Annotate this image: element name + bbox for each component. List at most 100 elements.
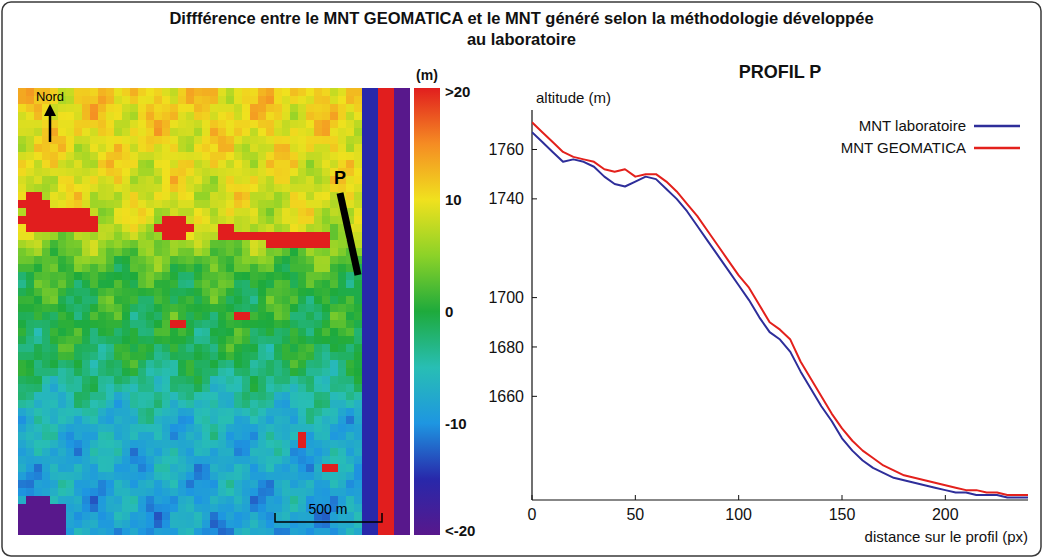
raster-cell: [98, 136, 107, 145]
raster-cell: [386, 200, 395, 209]
raster-cell: [258, 336, 267, 345]
raster-cell: [194, 232, 203, 241]
raster-cell: [74, 136, 83, 145]
raster-cell: [250, 112, 259, 121]
raster-cell: [178, 328, 187, 337]
raster-cell: [402, 400, 410, 409]
raster-cell: [362, 128, 371, 137]
raster-cell: [234, 368, 243, 377]
raster-cell: [114, 144, 123, 153]
raster-cell: [210, 88, 219, 97]
raster-cell: [290, 96, 299, 105]
raster-cell: [82, 88, 91, 97]
raster-cell: [282, 104, 291, 113]
raster-cell: [122, 408, 131, 417]
raster-cell: [362, 232, 371, 241]
raster-cell: [370, 304, 379, 313]
raster-cell: [114, 112, 123, 121]
raster-cell: [306, 144, 315, 153]
raster-cell: [402, 280, 410, 289]
raster-cell: [338, 248, 347, 257]
raster-cell: [330, 304, 339, 313]
raster-cell: [186, 376, 195, 385]
raster-cell: [314, 120, 323, 129]
raster-cell: [250, 160, 259, 169]
raster-cell: [386, 152, 395, 161]
raster-cell: [330, 256, 339, 265]
raster-cell: [34, 168, 43, 177]
raster-cell: [210, 184, 219, 193]
raster-cell: [258, 184, 267, 193]
raster-cell: [82, 352, 91, 361]
raster-cell: [178, 160, 187, 169]
raster-cell: [258, 136, 267, 145]
raster-cell: [170, 384, 179, 393]
raster-cell: [122, 168, 131, 177]
raster-cell: [370, 360, 379, 369]
raster-cell: [194, 392, 203, 401]
raster-cell: [338, 232, 347, 241]
raster-cell: [250, 88, 259, 97]
raster-cell: [330, 360, 339, 369]
raster-cell: [90, 272, 99, 281]
raster-cell: [18, 184, 27, 193]
raster-cell: [362, 288, 371, 297]
raster-cell: [242, 328, 251, 337]
raster-cell: [322, 176, 331, 185]
raster-cell: [66, 160, 75, 169]
raster-cell: [386, 328, 395, 337]
raster-cell: [218, 336, 227, 345]
raster-cell: [402, 96, 410, 105]
raster-cell: [290, 272, 299, 281]
raster-cell: [50, 376, 59, 385]
raster-cell: [346, 104, 355, 113]
raster-cell: [66, 304, 75, 313]
raster-cell: [50, 280, 59, 289]
raster-cell: [34, 128, 43, 137]
raster-cell: [306, 288, 315, 297]
raster-cell: [154, 112, 163, 121]
raster-cell: [250, 192, 259, 201]
raster-cell: [298, 312, 307, 321]
raster-cell: [290, 112, 299, 121]
raster-cell: [154, 216, 163, 225]
raster-cell: [138, 304, 147, 313]
raster-cell: [74, 152, 83, 161]
raster-cell: [74, 408, 83, 417]
raster-cell: [42, 320, 51, 329]
raster-cell: [18, 400, 27, 409]
raster-cell: [138, 176, 147, 185]
raster-cell: [138, 240, 147, 249]
raster-cell: [298, 344, 307, 353]
raster-cell: [314, 144, 323, 153]
raster-cell: [122, 120, 131, 129]
raster-cell: [122, 104, 131, 113]
raster-cell: [266, 232, 275, 241]
raster-cell: [122, 232, 131, 241]
raster-cell: [50, 384, 59, 393]
raster-cell: [234, 352, 243, 361]
raster-cell: [218, 360, 227, 369]
raster-cell: [178, 136, 187, 145]
raster-cell: [122, 256, 131, 265]
raster-cell: [314, 176, 323, 185]
raster-cell: [58, 272, 67, 281]
raster-cell: [170, 312, 179, 321]
raster-cell: [282, 216, 291, 225]
raster-cell: [274, 296, 283, 305]
raster-cell: [50, 352, 59, 361]
raster-cell: [186, 136, 195, 145]
raster-cell: [170, 336, 179, 345]
raster-cell: [170, 136, 179, 145]
raster-cell: [234, 336, 243, 345]
raster-cell: [18, 168, 27, 177]
raster-cell: [322, 168, 331, 177]
raster-cell: [186, 168, 195, 177]
raster-cell: [322, 136, 331, 145]
raster-cell: [290, 120, 299, 129]
raster-cell: [282, 392, 291, 401]
raster-cell: [26, 400, 35, 409]
raster-cell: [282, 384, 291, 393]
raster-cell: [226, 232, 235, 241]
raster-cell: [402, 232, 410, 241]
